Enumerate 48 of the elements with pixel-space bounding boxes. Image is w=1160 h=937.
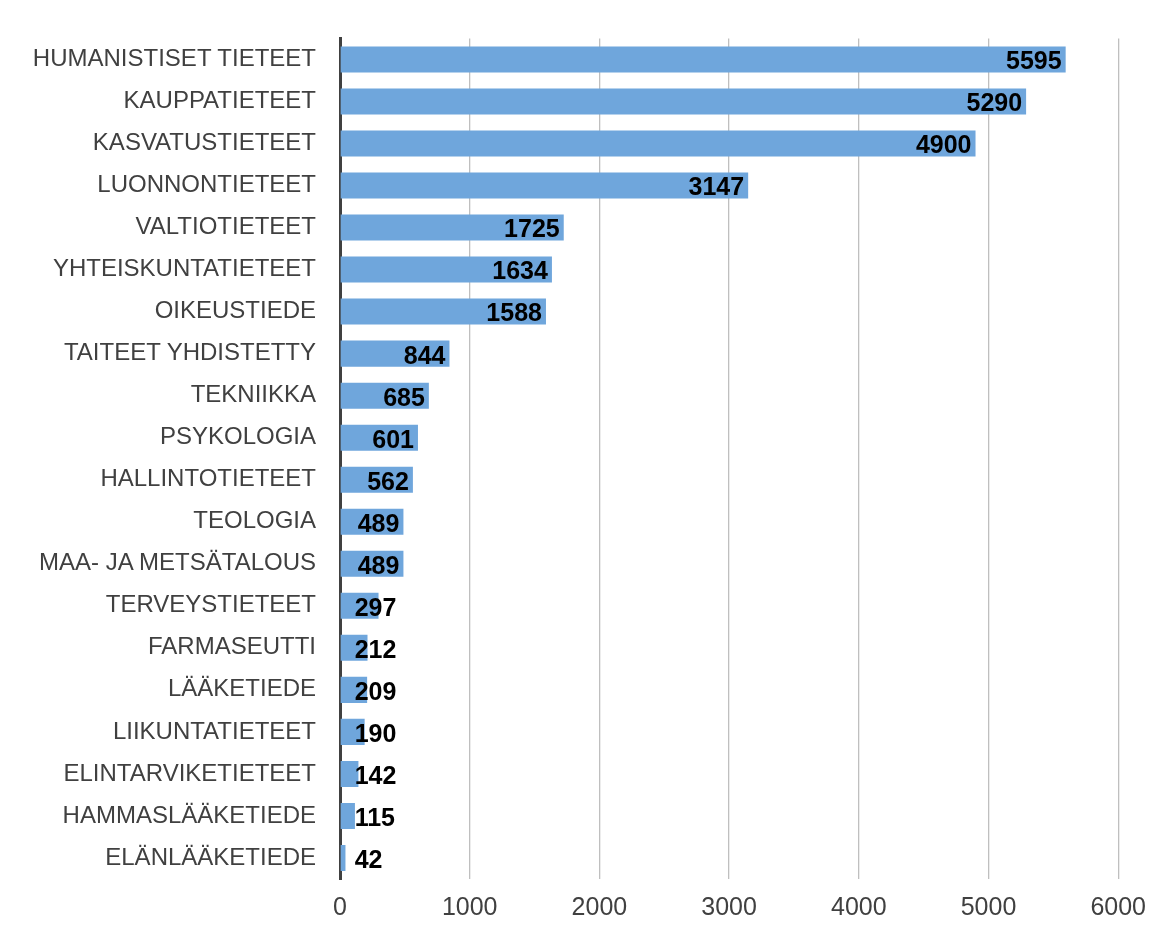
data-label: 562 bbox=[367, 466, 409, 495]
bar bbox=[340, 214, 564, 241]
x-tick-label: 6000 bbox=[1090, 891, 1146, 920]
data-label: 601 bbox=[372, 424, 415, 453]
y-tick-label: FARMASEUTTI bbox=[148, 632, 317, 660]
bar bbox=[340, 130, 976, 157]
data-label: 489 bbox=[357, 508, 400, 537]
y-tick-label: MAA- JA METSÄTALOUS bbox=[39, 548, 317, 576]
x-tick-label: 2000 bbox=[571, 891, 628, 920]
y-tick-label: HUMANISTISET TIETEET bbox=[32, 44, 317, 72]
y-tick-label: ELÄNLÄÄKETIEDE bbox=[105, 842, 317, 870]
x-tick-label: 5000 bbox=[960, 891, 1017, 920]
y-tick-label: KASVATUSTIETEET bbox=[92, 128, 317, 156]
y-tick-label: HALLINTOTIETEET bbox=[100, 464, 317, 492]
bar bbox=[340, 802, 355, 829]
data-label: 5290 bbox=[966, 88, 1023, 117]
data-label: 115 bbox=[354, 802, 396, 831]
y-tick-label: PSYKOLOGIA bbox=[159, 422, 317, 450]
data-label: 3147 bbox=[688, 172, 745, 201]
data-label: 42 bbox=[354, 844, 383, 873]
bar bbox=[340, 172, 749, 199]
data-label: 844 bbox=[403, 340, 446, 369]
y-tick-label: YHTEISKUNTATIETEET bbox=[52, 254, 317, 282]
y-tick-label: ELINTARVIKETIETEET bbox=[63, 758, 317, 786]
data-label: 1588 bbox=[486, 298, 543, 327]
y-tick-label: KAUPPATIETEET bbox=[123, 86, 317, 114]
y-tick-label: HAMMASLÄÄKETIEDE bbox=[62, 800, 317, 828]
y-tick-label: LÄÄKETIEDE bbox=[167, 674, 317, 702]
y-tick-label: TEOLOGIA bbox=[193, 506, 317, 534]
bar bbox=[340, 46, 1066, 73]
x-tick-label: 4000 bbox=[830, 891, 887, 920]
data-label: 4900 bbox=[915, 130, 972, 159]
data-label: 489 bbox=[357, 550, 400, 579]
y-tick-label: TEKNIIKKA bbox=[190, 380, 317, 408]
x-tick-label: 0 bbox=[333, 891, 347, 920]
x-tick-label: 1000 bbox=[441, 891, 498, 920]
y-tick-label: LUONNONTIETEET bbox=[97, 170, 317, 198]
x-tick-label: 3000 bbox=[701, 891, 757, 920]
y-tick-label: OIKEUSTIEDE bbox=[154, 296, 317, 324]
bar bbox=[340, 88, 1027, 115]
data-label: 1725 bbox=[504, 214, 560, 243]
y-tick-label: TAITEET YHDISTETTY bbox=[63, 338, 317, 366]
y-tick-label: VALTIOTIETEET bbox=[135, 212, 317, 240]
data-label: 5595 bbox=[1006, 46, 1062, 75]
data-label: 1634 bbox=[492, 256, 549, 285]
data-label: 685 bbox=[383, 382, 425, 411]
y-tick-label: LIIKUNTATIETEET bbox=[112, 716, 317, 744]
y-tick-label: TERVEYSTIETEET bbox=[105, 590, 317, 618]
